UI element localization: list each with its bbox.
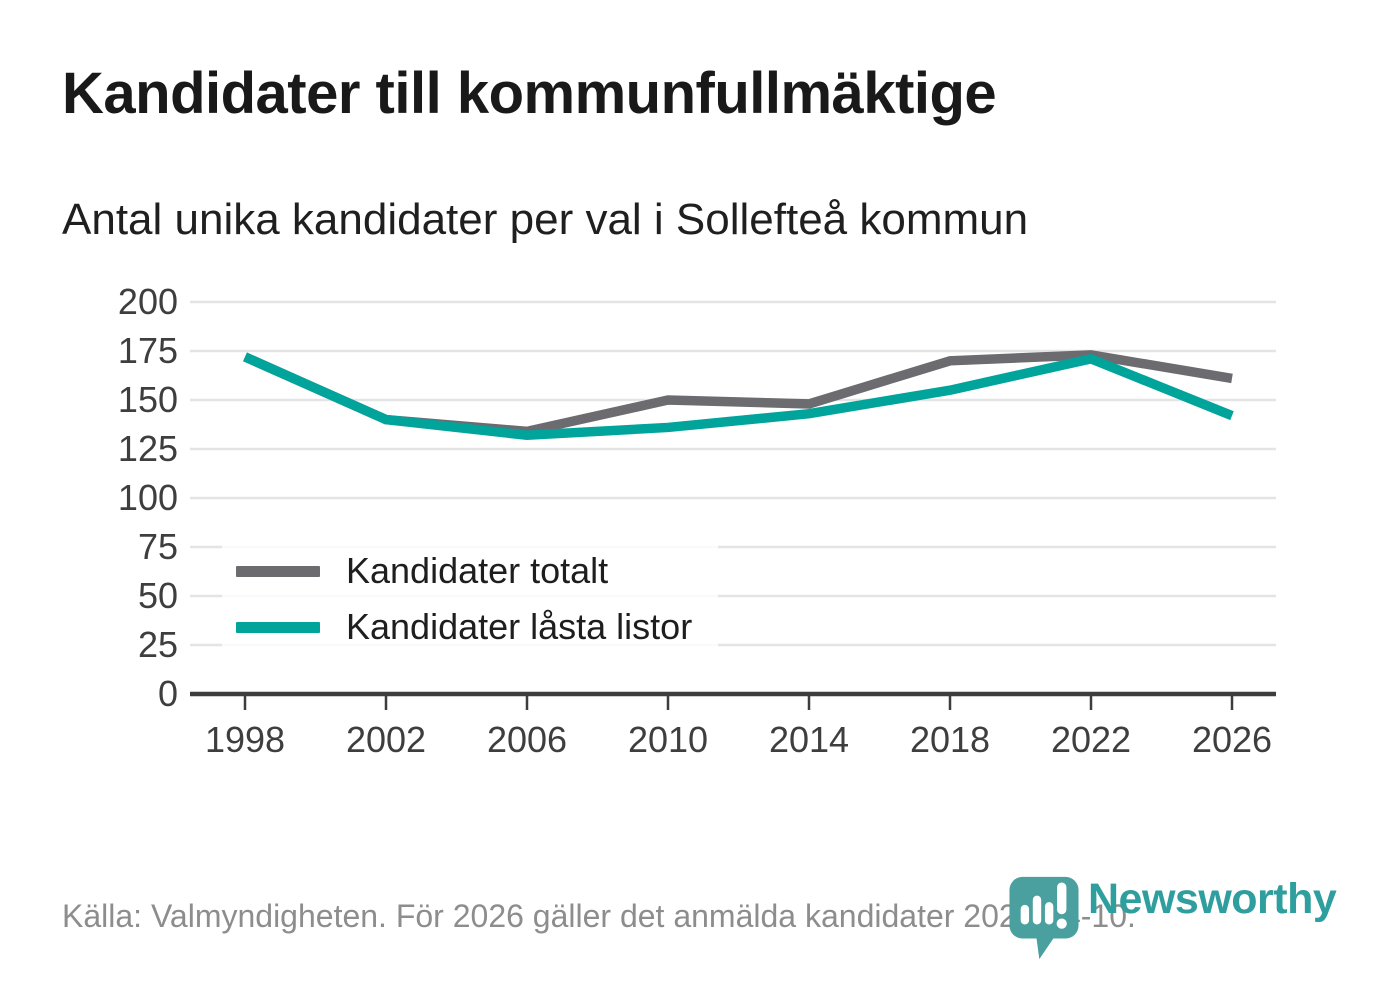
legend: Kandidater totalt Kandidater låsta listo…	[222, 540, 719, 662]
speech-bubble-shape	[1009, 876, 1079, 960]
x-axis-tick-label: 2018	[910, 719, 990, 760]
logo-exclamation-dot	[1056, 918, 1067, 929]
legend-label-lasta-listor: Kandidater låsta listor	[346, 606, 693, 647]
y-axis-tick-label: 200	[118, 281, 178, 322]
legend-item-lasta-listor: Kandidater låsta listor	[236, 606, 692, 648]
x-axis-tick-label: 2026	[1192, 719, 1272, 760]
y-axis-tick-label: 50	[138, 575, 178, 616]
x-axis-tick-label: 2006	[487, 719, 567, 760]
legend-item-totalt: Kandidater totalt	[236, 550, 692, 592]
legend-swatch-totalt	[236, 565, 320, 577]
source-note: Källa: Valmyndigheten. För 2026 gäller d…	[62, 898, 1136, 934]
x-axis-tick-label: 2010	[628, 719, 708, 760]
legend-swatch-lasta-listor	[236, 621, 320, 633]
logo-bar-1	[1020, 904, 1030, 925]
y-axis-tick-label: 0	[158, 673, 178, 714]
logo-bar-3	[1044, 902, 1054, 925]
x-axis-tick-label: 1998	[205, 719, 285, 760]
y-axis-tick-label: 25	[138, 624, 178, 665]
x-axis-tick-label: 2014	[769, 719, 849, 760]
newsworthy-wordmark: Newsworthy	[1088, 875, 1337, 923]
y-axis-tick-label: 100	[118, 477, 178, 518]
newsworthy-logo: Newsworthy	[1008, 875, 1337, 960]
y-axis-tick-label: 150	[118, 379, 178, 420]
page-title: Kandidater till kommunfullmäktige	[62, 61, 997, 126]
bar-chart-speech-bubble-icon	[1009, 876, 1079, 960]
y-axis-tick-label: 75	[138, 526, 178, 567]
y-axis-tick-label: 125	[118, 428, 178, 469]
x-axis-tick-label: 2002	[346, 719, 426, 760]
y-axis-tick-label: 175	[118, 330, 178, 371]
x-axis-tick-label: 2022	[1051, 719, 1131, 760]
logo-bar-2	[1032, 895, 1042, 925]
logo-exclamation-bar	[1057, 882, 1067, 915]
legend-label-totalt: Kandidater totalt	[346, 550, 609, 591]
series-line-lasta-listor	[243, 352, 1234, 441]
chart-subtitle: Antal unika kandidater per val i Solleft…	[62, 195, 1029, 244]
